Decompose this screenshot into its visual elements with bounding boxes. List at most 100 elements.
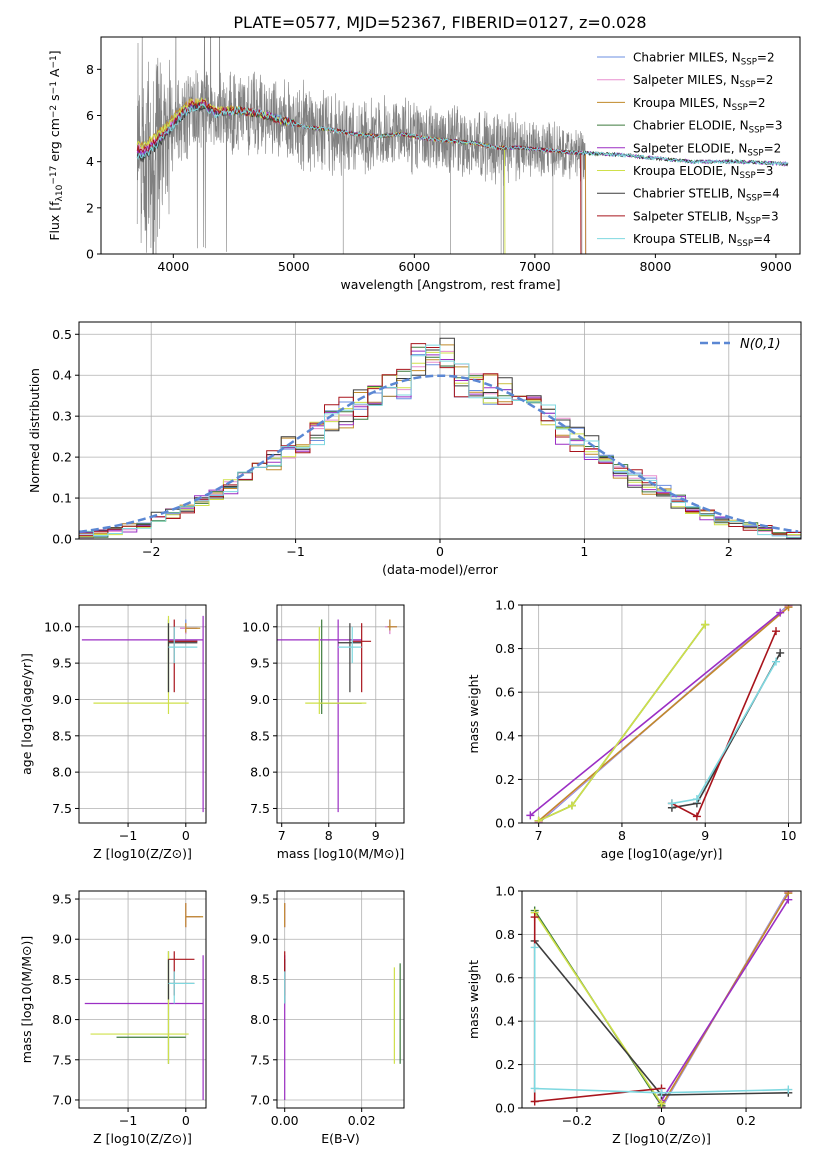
x-tick-label: 0: [658, 1113, 666, 1128]
errorbar-point-7: [338, 623, 362, 693]
weight-marker: [784, 605, 793, 612]
y-tick-label: 6: [86, 108, 94, 123]
y-tick-label: 8: [86, 62, 94, 77]
legend-entry: Chabrier STELIB, NSSP=4: [633, 187, 780, 204]
y-tick-label: 9.0: [52, 932, 72, 947]
x-tick-label: −1: [119, 828, 137, 843]
legend-entry: Kroupa ELODIE, NSSP=3: [633, 164, 773, 181]
y-tick-label: 0.5: [52, 327, 72, 342]
legend-entry: Kroupa STELIB, NSSP=4: [633, 232, 771, 249]
y-tick-label: 0.0: [495, 816, 515, 831]
x-axis-label: Z [log10(Z/Z⊙)]: [612, 1131, 711, 1146]
panel-z-age: −1 0 7.5 8.0 8.5 9.0 9.5 10.0 Z [log10(Z/Z⊙)] age…: [19, 604, 207, 861]
y-tick-label: 0.4: [495, 1014, 515, 1029]
errorbar-point-8: [168, 619, 198, 693]
legend-entry: Chabrier MILES, NSSP=2: [633, 51, 775, 68]
weight-marker: [526, 811, 535, 820]
y-tick-label: 7.5: [52, 801, 72, 816]
weight-marker: [784, 895, 793, 904]
axes-frame: [78, 890, 207, 1109]
legend-entry: Salpeter MILES, NSSP=2: [633, 73, 773, 90]
y-tick-label: 1.0: [495, 598, 515, 613]
weight-marker: [530, 913, 539, 922]
weight-series-9: [530, 943, 793, 1097]
weight-marker: [776, 608, 785, 617]
x-tick-label: 5000: [278, 259, 310, 274]
weight-series-3: [534, 605, 793, 823]
y-tick-label: 1.0: [495, 884, 515, 899]
weight-marker: [530, 1084, 539, 1093]
residuals-legend: N(0,1): [700, 337, 781, 352]
x-tick-label: 8: [325, 828, 333, 843]
legend-entry: Chabrier ELODIE, NSSP=3: [633, 119, 782, 136]
normal-curve: [79, 374, 799, 534]
panel-residuals: −2 −1 0 1 2 0.0 0.1 0.2 0.3 0.4 0.5 (data-model)/er…: [27, 321, 802, 577]
x-tick-label: 0.2: [736, 1113, 756, 1128]
legend-entry: N(0,1): [740, 337, 781, 352]
weight-line: [529, 611, 781, 817]
errorbar-point-8: [168, 951, 195, 996]
y-tick-label: 7.5: [52, 1052, 72, 1067]
weight-marker: [776, 648, 785, 657]
weight-marker: [701, 620, 710, 629]
plot-area: [84, 903, 204, 1100]
y-tick-label: 8.5: [52, 728, 72, 743]
y-tick-label: 7.5: [250, 801, 270, 816]
y-tick-label: 9.0: [52, 692, 72, 707]
y-tick-label: 9.5: [250, 656, 270, 671]
x-axis-label: E(B-V): [321, 1131, 360, 1146]
y-tick-label: 7.5: [250, 1052, 270, 1067]
plot-area: [284, 903, 401, 1100]
weight-marker: [692, 812, 701, 821]
errorbar-point-4: [116, 951, 186, 1064]
y-tick-label: 10.0: [44, 619, 72, 634]
x-axis-label: Z [log10(Z/Z⊙)]: [93, 846, 192, 861]
x-tick-label: 7000: [519, 259, 551, 274]
plot-area: [136, 37, 789, 254]
y-tick-label: 4: [86, 154, 94, 169]
panel-ebv-mass: 0.00 0.02 7.0 7.5 8.0 8.5 9.0 9.5 E(B-V): [250, 890, 405, 1146]
errorbar-point-5: [84, 955, 204, 1100]
weight-series-6: [530, 908, 666, 1108]
x-axis-label: wavelength [Angstrom, rest frame]: [340, 277, 560, 292]
legend-entry: Kroupa MILES, NSSP=2: [633, 96, 766, 113]
x-axis-label: mass [log10(M/M⊙)]: [277, 846, 405, 861]
y-tick-label: 0.1: [52, 491, 72, 506]
axes-frame: [276, 604, 405, 824]
figure-title: PLATE=0577, MJD=52367, FIBERID=0127, z=0…: [233, 13, 646, 32]
weight-marker: [772, 657, 781, 666]
y-tick-label: 0.0: [495, 1101, 515, 1116]
weight-marker: [772, 627, 781, 636]
x-tick-label: 0.00: [271, 1113, 299, 1128]
weight-marker: [530, 943, 539, 952]
observed-spectrum: [136, 37, 586, 254]
errorbar-point-4: [399, 963, 401, 1064]
y-tick-label: 8.0: [250, 1012, 270, 1027]
weight-series-8: [667, 627, 781, 821]
x-tick-label: 4000: [157, 259, 189, 274]
y-tick-label: 0.6: [495, 970, 515, 985]
errorbar-point-1: [185, 903, 201, 928]
weight-marker: [784, 1085, 793, 1094]
weight-marker: [657, 1099, 666, 1108]
y-tick-label: 0.2: [495, 772, 515, 787]
weight-series-6: [534, 620, 710, 823]
y-axis-label: Flux [fλ10−17 erg cm−2 s−1 A−1]: [47, 50, 65, 240]
axes-frame: [78, 604, 207, 824]
x-tick-label: −1: [119, 1113, 137, 1128]
weight-marker: [692, 795, 701, 804]
x-axis-label: (data-model)/error: [382, 562, 499, 577]
weight-series-5: [657, 895, 793, 1105]
y-tick-label: 0.0: [52, 532, 72, 547]
y-tick-label: 0.4: [52, 368, 72, 383]
y-axis-label: Normed distribution: [27, 368, 42, 493]
errorbar-point-3: [387, 619, 397, 631]
y-tick-label: 8.5: [250, 728, 270, 743]
panel-mass-age: 7 8 9 7.5 8.0 8.5 9.0 9.5 10.0 mass [log10(M/M⊙)]: [242, 604, 405, 861]
errorbar-point-3: [185, 623, 201, 633]
x-tick-label: −2: [142, 544, 160, 559]
x-tick-label: 7: [535, 828, 543, 843]
weight-marker: [667, 799, 676, 808]
model-line-9: [136, 102, 789, 167]
